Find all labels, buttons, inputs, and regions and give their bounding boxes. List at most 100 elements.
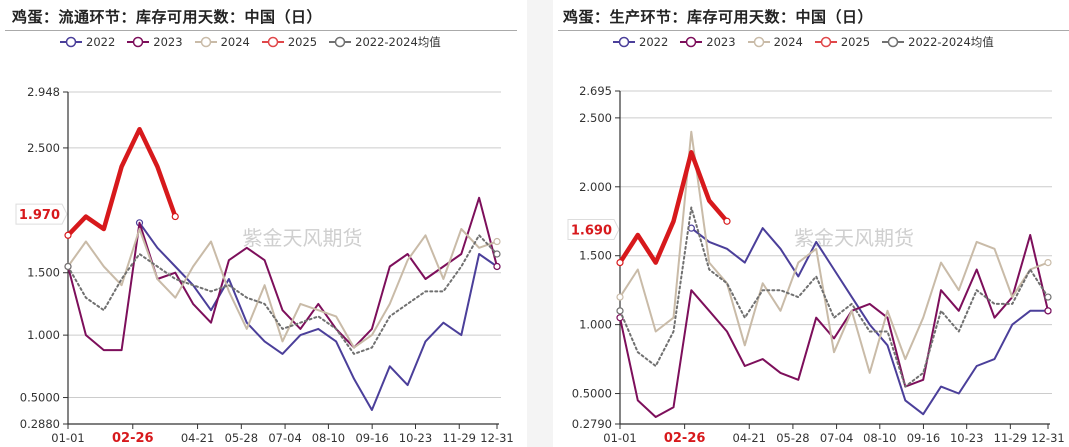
series-line-2025 bbox=[617, 150, 730, 265]
y-tick-label: 2.000 bbox=[579, 180, 612, 194]
circle-line-icon bbox=[60, 36, 82, 48]
series-marker bbox=[1044, 258, 1052, 267]
legend-label: 2024 bbox=[220, 35, 250, 49]
series-line-2024 bbox=[619, 130, 1049, 374]
legend-label: 2022 bbox=[639, 35, 669, 49]
legend-item-2025[interactable]: 2025 bbox=[261, 34, 318, 50]
series-line-2022-2024均值 bbox=[67, 234, 498, 355]
x-tick-label: 04-21 bbox=[733, 431, 766, 445]
circle-line-icon bbox=[194, 36, 217, 48]
legend-label: 2022-2024均值 bbox=[355, 35, 441, 49]
series-marker bbox=[64, 262, 72, 271]
y-tick-label: 1.500 bbox=[579, 249, 612, 263]
y-tick-label: 2.500 bbox=[27, 141, 60, 155]
x-tick-label: 11-29 bbox=[994, 431, 1027, 445]
circle-line-icon bbox=[882, 36, 905, 48]
x-tick-label: 12-31 bbox=[480, 431, 513, 445]
series-marker bbox=[171, 212, 179, 221]
chart-legend: 2022 2023 2024 2025 2022-2024均值 bbox=[613, 34, 994, 50]
legend-item-2023[interactable]: 2023 bbox=[680, 34, 736, 50]
series-line-2023 bbox=[619, 234, 1049, 418]
series-marker bbox=[616, 293, 624, 301]
x-tick-label: 05-28 bbox=[776, 431, 809, 445]
series-line-2022 bbox=[138, 221, 498, 411]
legend-item-2022[interactable]: 2022 bbox=[613, 34, 668, 50]
circle-line-icon bbox=[814, 36, 837, 48]
chart-legend: 2022 2023 2024 2025 2022-2024均值 bbox=[60, 34, 441, 50]
current-date-label: 02-26 bbox=[664, 431, 706, 446]
x-tick-label: 08-10 bbox=[312, 431, 345, 445]
legend-label: 2022 bbox=[86, 35, 116, 49]
y-tick-label: 0.5000 bbox=[572, 387, 612, 401]
x-tick-label: 12-31 bbox=[1031, 431, 1064, 445]
series-marker bbox=[493, 250, 501, 258]
series-line-2022 bbox=[690, 227, 1049, 416]
series-line-2025 bbox=[65, 126, 178, 238]
legend-label: 2023 bbox=[153, 35, 183, 49]
circle-line-icon bbox=[329, 36, 352, 48]
y-tick-label: 1.000 bbox=[27, 328, 60, 342]
title-divider bbox=[5, 30, 517, 31]
x-tick-label: 01-01 bbox=[51, 431, 84, 445]
x-tick-label: 05-28 bbox=[225, 431, 258, 445]
current-value-marker: 1.690 bbox=[567, 219, 620, 241]
y-tick-label: 1.500 bbox=[27, 266, 60, 280]
circle-line-icon bbox=[680, 36, 703, 48]
legend-label: 2025 bbox=[840, 35, 871, 49]
x-tick-label: 09-16 bbox=[907, 431, 940, 445]
watermark: 紫金天风期货 bbox=[794, 226, 914, 250]
circle-line-icon bbox=[747, 36, 770, 48]
legend-item-2025[interactable]: 2025 bbox=[814, 34, 871, 50]
y-tick-label: 0.5000 bbox=[20, 391, 60, 405]
line-chart-circulation: 2.948 2.500 1.970 1.500 1.000 0.5000 0.288001-… bbox=[15, 85, 514, 446]
circle-line-icon bbox=[613, 36, 635, 48]
legend-item-2024[interactable]: 2024 bbox=[747, 34, 803, 50]
series-marker bbox=[616, 307, 624, 315]
svg-text:1.690: 1.690 bbox=[571, 224, 612, 239]
x-tick-label: 10-23 bbox=[950, 431, 983, 445]
x-tick-label: 09-16 bbox=[355, 431, 388, 445]
legend-label: 2025 bbox=[287, 35, 318, 49]
x-tick-label: 01-01 bbox=[603, 431, 636, 445]
chart-panel-circulation: 鸡蛋：流通环节：库存可用天数：中国（日） 2022 2023 2024 2025… bbox=[0, 0, 527, 447]
x-tick-label: 10-23 bbox=[399, 431, 432, 445]
y-tick-label: 0.2880 bbox=[20, 417, 60, 431]
legend-label: 2022-2024均值 bbox=[908, 35, 994, 49]
x-tick-label: 07-04 bbox=[268, 431, 301, 445]
series-marker bbox=[493, 237, 501, 246]
circle-line-icon bbox=[261, 36, 284, 48]
x-tick-label: 07-04 bbox=[820, 431, 853, 445]
x-tick-label: 11-29 bbox=[443, 431, 476, 445]
y-tick-label: 0.2790 bbox=[572, 417, 612, 431]
series-marker bbox=[64, 231, 72, 239]
x-tick-label: 08-10 bbox=[863, 431, 896, 445]
legend-item-average[interactable]: 2022-2024均值 bbox=[882, 34, 994, 50]
series-marker bbox=[1044, 307, 1052, 315]
legend-item-2022[interactable]: 2022 bbox=[60, 34, 115, 50]
x-tick-label: 04-21 bbox=[181, 431, 214, 445]
chart-panel-production: 鸡蛋：生产环节：库存可用天数：中国（日） 2022 2023 2024 2025… bbox=[553, 0, 1069, 447]
line-chart-production: 2.695 2.500 2.000 1.690 1.500 1.000 0.5000 0.27… bbox=[567, 84, 1065, 446]
series-line-2024 bbox=[67, 228, 498, 349]
legend-item-average[interactable]: 2022-2024均值 bbox=[329, 34, 441, 50]
current-date-label: 02-26 bbox=[112, 431, 154, 446]
y-tick-label: 2.500 bbox=[579, 111, 612, 125]
legend-label: 2023 bbox=[706, 35, 736, 49]
legend-label: 2024 bbox=[773, 35, 803, 49]
circle-line-icon bbox=[127, 36, 150, 48]
series-marker bbox=[493, 262, 501, 271]
panel-gap bbox=[527, 0, 553, 447]
svg-text:1.970: 1.970 bbox=[19, 208, 60, 223]
y-tick-label: 2.695 bbox=[579, 84, 612, 98]
series-marker bbox=[1044, 293, 1052, 301]
current-value-marker: 1.970 bbox=[15, 203, 68, 225]
series-line-2022-2024均值 bbox=[619, 206, 1049, 388]
y-tick-label: 1.000 bbox=[579, 318, 612, 332]
legend-item-2023[interactable]: 2023 bbox=[127, 34, 183, 50]
chart-title: 鸡蛋：流通环节：库存可用天数：中国（日） bbox=[12, 8, 323, 26]
legend-item-2024[interactable]: 2024 bbox=[194, 34, 250, 50]
chart-title: 鸡蛋：生产环节：库存可用天数：中国（日） bbox=[563, 8, 874, 26]
series-marker bbox=[616, 258, 624, 267]
series-line-2023 bbox=[67, 196, 498, 352]
y-tick-label: 2.948 bbox=[27, 85, 60, 99]
